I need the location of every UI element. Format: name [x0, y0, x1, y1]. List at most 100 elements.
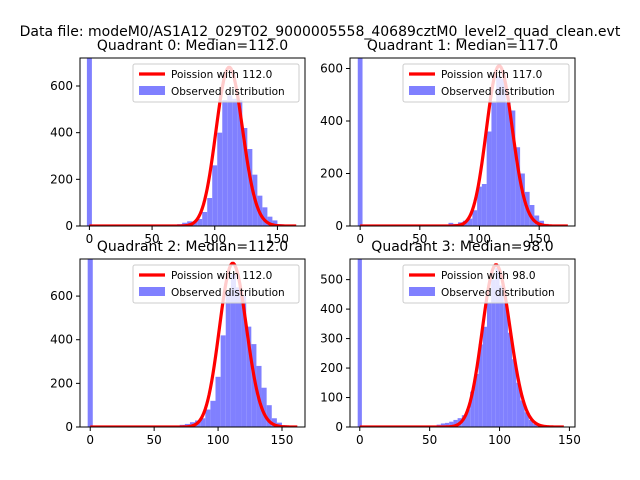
histogram-bar [357, 58, 363, 226]
histogram-bar [507, 332, 513, 427]
histogram-bar [445, 422, 450, 427]
histogram-bar [499, 285, 504, 427]
histogram-bar [222, 100, 228, 226]
histogram-bar [491, 102, 497, 226]
histogram-bar [477, 186, 482, 226]
histogram-bar [533, 424, 538, 427]
poisson-curve [359, 263, 565, 427]
histogram-bar [247, 149, 253, 226]
x-tick-label: 150 [558, 433, 581, 447]
y-tick-label: 400 [50, 333, 73, 347]
histogram-bar [242, 128, 248, 226]
axes-frame [349, 258, 576, 428]
legend-entry-poisson: Poission with 98.0 [441, 270, 536, 282]
histogram-bar [491, 279, 496, 427]
poisson-curve [359, 64, 569, 226]
histogram-bar [246, 326, 252, 427]
histogram-bar [486, 303, 492, 427]
y-tick-label: 500 [320, 273, 343, 287]
subplot-quadrant-1: 0 50 100 150 0 200 400 600 Quadrant 1: Median=11… [320, 38, 576, 246]
legend-entry-poisson: Poission with 112.0 [171, 69, 272, 81]
x-tick-label: 0 [86, 232, 94, 246]
histogram-bar [520, 173, 525, 226]
y-tick-label: 0 [65, 219, 73, 233]
y-tick-label: 300 [320, 332, 343, 346]
subplot-title: Quadrant 1: Median=117.0 [367, 38, 558, 54]
histogram-bar [271, 418, 277, 427]
histogram-bar [520, 400, 525, 427]
y-tick-label: 400 [50, 126, 73, 140]
legend-entry-observed: Observed distribution [171, 287, 285, 299]
legend: Poission with 117.0 Observed distribution [402, 63, 570, 103]
legend-patch-swatch [409, 86, 435, 95]
legend-entry-observed: Observed distribution [441, 86, 555, 98]
histogram-bar [470, 391, 475, 427]
legend-box [132, 264, 300, 304]
y-tick-label: 200 [50, 376, 73, 390]
x-tick-label: 150 [271, 433, 294, 447]
histogram-bar [266, 405, 272, 427]
histogram-bar [467, 218, 473, 226]
legend-box [132, 63, 300, 103]
histogram-bar [241, 296, 247, 427]
histogram-bar [251, 344, 257, 427]
legend-entry-poisson: Poission with 117.0 [441, 69, 542, 81]
y-tick-label: 200 [320, 167, 343, 181]
histogram-bar [200, 418, 206, 427]
histogram-bar [449, 421, 454, 427]
histogram-bar [261, 387, 267, 427]
histogram-bar [87, 259, 93, 427]
histogram-bar [486, 131, 492, 226]
histogram-bar [510, 110, 516, 226]
histogram-bar [478, 344, 483, 427]
histogram-bar [472, 210, 478, 226]
y-tick-label: 100 [320, 391, 343, 405]
legend-box [402, 63, 570, 103]
histogram-bar [210, 400, 216, 427]
plot-area [357, 58, 569, 226]
histogram-bar [217, 132, 223, 226]
histogram-bar [230, 274, 236, 427]
x-tick-label: 50 [412, 232, 427, 246]
axes-frame [79, 57, 306, 227]
histogram-bar [482, 326, 487, 427]
histogram-bar [465, 409, 471, 427]
y-tick-label: 600 [320, 62, 343, 76]
legend-entry-observed: Observed distribution [441, 287, 555, 299]
histogram-bar [86, 58, 92, 226]
y-tick-label: 400 [320, 302, 343, 316]
poisson-curve [89, 261, 298, 427]
histogram-bar [505, 102, 511, 226]
histogram-bar [495, 267, 500, 427]
x-tick-label: 0 [86, 433, 94, 447]
histogram-bar [220, 335, 226, 427]
y-tick-label: 600 [50, 79, 73, 93]
histogram-bar [205, 409, 211, 427]
histogram-bar [357, 259, 362, 427]
plot-area [357, 259, 565, 427]
legend: Poission with 112.0 Observed distribution [132, 264, 300, 304]
figure-suptitle: Data file: modeM0/AS1A12_029T02_90000055… [20, 24, 621, 40]
y-tick-label: 200 [50, 172, 73, 186]
y-tick-label: 0 [335, 420, 343, 434]
histogram-bar [474, 373, 479, 427]
histogram-bar [534, 215, 540, 226]
legend-entry-observed: Observed distribution [171, 86, 285, 98]
histogram-bar [500, 79, 506, 226]
x-tick-label: 150 [266, 232, 289, 246]
histogram-bar [207, 198, 213, 226]
histogram-bar [440, 423, 446, 427]
y-tick-label: 0 [335, 219, 343, 233]
histogram-bar [512, 359, 517, 427]
subplot-title: Quadrant 0: Median=112.0 [97, 38, 288, 54]
histogram-bar [197, 219, 203, 226]
histogram-bar [202, 212, 208, 226]
x-tick-label: 50 [144, 232, 159, 246]
histogram-bar [232, 98, 238, 226]
histogram-bar [496, 76, 501, 226]
histogram-bar [272, 220, 278, 226]
x-tick-label: 100 [203, 232, 226, 246]
histogram-bar [227, 95, 233, 226]
y-tick-label: 0 [65, 420, 73, 434]
